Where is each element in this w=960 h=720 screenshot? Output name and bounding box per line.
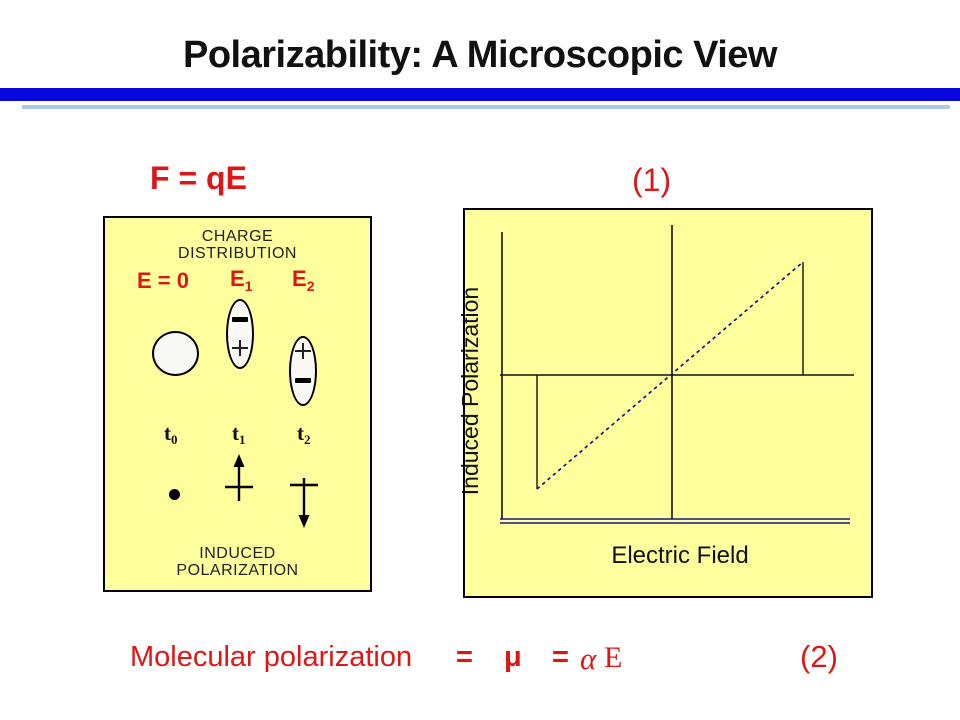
figure1-number: (1) [632, 162, 672, 198]
time-label-t2-text: t [297, 421, 304, 445]
panel-footer-line1: INDUCED [199, 545, 276, 562]
field-label-e2-text: E [292, 266, 307, 291]
time-label-t0: t0 [164, 421, 178, 448]
time-label-t2: t2 [297, 421, 311, 448]
field-label-e1: E1 [230, 266, 252, 294]
up-arrow-icon [225, 454, 253, 501]
panel-header-line1: CHARGE [201, 228, 274, 245]
polarized-molecule-e1-ellipse [226, 299, 254, 369]
equation2-field-symbol: E [604, 641, 623, 674]
time-label-t0-sub: 0 [171, 432, 178, 447]
equation2-mu-symbol: μ [504, 641, 522, 673]
polarization-chart-panel: Induced Polarization Electric Field [457, 208, 873, 598]
panel-header: CHARGE DISTRIBUTION [105, 228, 370, 262]
minus-charge-icon-e1 [232, 317, 248, 322]
figure2-number: (2) [800, 639, 838, 674]
field-label-e1-sub: 1 [244, 278, 253, 294]
neutral-molecule-circle [152, 331, 199, 376]
equation2-alpha-symbol: α [580, 641, 597, 676]
equation2-equals2: = [552, 641, 569, 673]
title-divider-accent-line [22, 105, 950, 109]
panel-footer-line2: POLARIZATION [176, 562, 299, 579]
time-label-t0-text: t [164, 421, 171, 445]
down-arrow-icon [290, 478, 318, 528]
field-label-e2-sub: 2 [306, 278, 315, 294]
charge-distribution-panel: CHARGE DISTRIBUTION E = 0 E1 E2 t0 t1 t2 [103, 216, 372, 592]
field-label-e1-text: E [230, 266, 245, 291]
force-equation: F = qE [150, 160, 247, 196]
panel-footer: INDUCED POLARIZATION [105, 545, 370, 579]
x-axis-label: Electric Field [611, 542, 749, 569]
title-divider-bar [0, 88, 960, 101]
plus-charge-icon-e1 [232, 340, 248, 356]
plus-charge-icon-e2 [295, 343, 311, 359]
time-label-t1: t1 [232, 421, 246, 448]
field-label-e0-text: E = 0 [137, 268, 189, 293]
dashed-response-line [536, 261, 804, 490]
minus-charge-icon-e2 [295, 378, 311, 383]
equation2-equals1: = [456, 641, 473, 673]
panel-header-line2: DISTRIBUTION [178, 245, 297, 262]
time-label-t1-text: t [232, 421, 239, 445]
field-label-e2: E2 [292, 266, 314, 294]
chart-lines [500, 225, 854, 524]
equation2-lhs: Molecular polarization [130, 641, 413, 673]
time-label-t1-sub: 1 [239, 432, 246, 447]
page-title: Polarizability: A Microscopic View [183, 34, 778, 76]
time-label-t2-sub: 2 [304, 432, 311, 447]
zero-dipole-dot-icon [169, 489, 180, 500]
field-label-e0: E = 0 [137, 268, 189, 294]
